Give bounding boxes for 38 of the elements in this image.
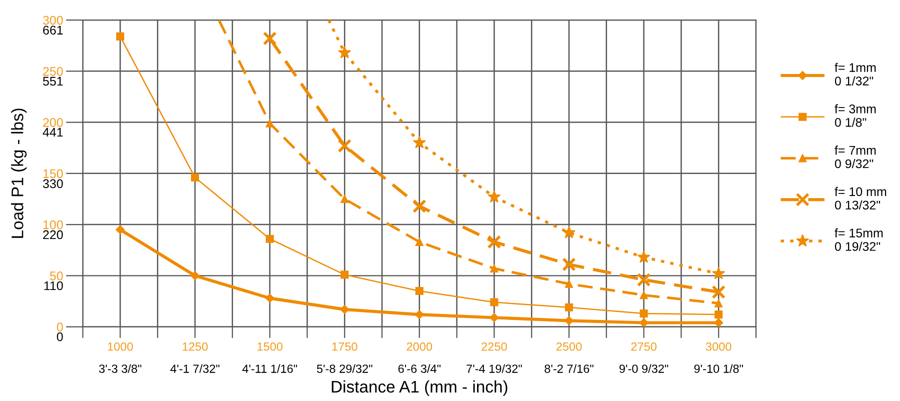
x-tick-label: 3000: [706, 342, 732, 351]
y-tick-label: 300: [42, 16, 63, 25]
text: 9'-10 1/8": [694, 364, 743, 373]
x-tick-label: 2000: [406, 342, 432, 351]
y-tick-label: 0: [56, 322, 63, 332]
text: 7'-4 19/32": [466, 364, 522, 373]
text: 6'-6 3/4": [398, 364, 440, 373]
y2-tick-label: 661: [43, 26, 63, 35]
text: 3'-3 3/8": [99, 364, 142, 373]
x-tick-label: 1000: [108, 342, 133, 351]
legend-label: f= 10 mm 0 13/32": [834, 186, 886, 210]
y2-tick-label: 551: [43, 76, 63, 86]
x-tick-label: 2250: [482, 342, 507, 351]
y2-tick-label: 110: [44, 281, 63, 290]
text: 4'-1 7/32": [170, 364, 220, 373]
y2-tick-label: 220: [43, 230, 63, 240]
x-axis-title: Distance A1 (mm - inch): [332, 380, 508, 396]
legend-label: f= 1mm 0 1/32": [834, 62, 876, 86]
x-tick-label: 1750: [332, 342, 358, 351]
x-tick-label: 1250: [182, 342, 208, 351]
legend-label: f= 3mm 0 1/8": [834, 104, 876, 127]
y-tick-label: 200: [43, 118, 63, 127]
y2-tick-label: 441: [42, 128, 63, 137]
text: 5'-8 29/32": [316, 364, 372, 373]
y-tick-label: 100: [43, 220, 63, 230]
y-tick-label: 50: [50, 271, 63, 280]
y-tick-label: 250: [43, 66, 63, 76]
y2-axis-title: Load P1 (kg - lbs): [11, 108, 27, 238]
x-tick-label: 1500: [258, 342, 282, 351]
x-tick-label: 2750: [631, 342, 656, 351]
x-tick-label: 2500: [556, 342, 582, 351]
text: 9'-0 9/32": [619, 364, 668, 373]
text: 8'-2 7/16": [544, 364, 594, 373]
legend-label: f= 7mm 0 9/32": [834, 146, 876, 168]
legend-label: f= 15mm 0 19/32": [834, 228, 883, 251]
text: 4'-11 1/16": [242, 364, 298, 373]
y-tick-label: 150: [43, 169, 63, 178]
y2-tick-label: 330: [42, 179, 63, 188]
